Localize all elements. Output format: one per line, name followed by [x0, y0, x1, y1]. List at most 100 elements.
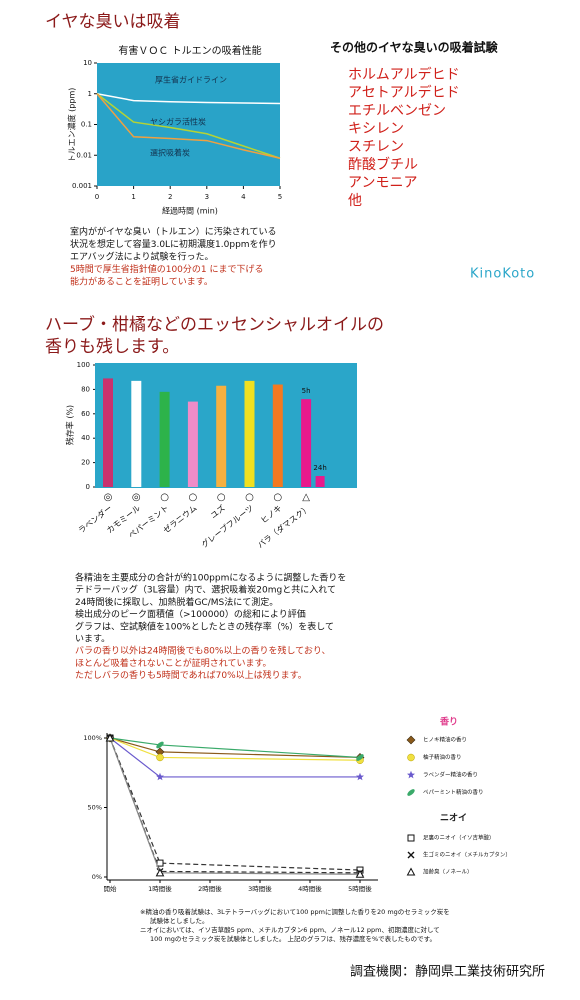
list-item: 他	[348, 193, 362, 209]
bar	[187, 401, 198, 487]
bar	[103, 378, 113, 487]
logo: KinoKoto	[470, 267, 535, 282]
symbol: ◎	[132, 492, 141, 503]
bar-annotation: 24h	[313, 464, 326, 472]
bar	[244, 380, 255, 487]
body-text: 各精油を主要成分の合計が約100ppmになるように調整した香りを	[75, 572, 346, 584]
bar	[159, 391, 170, 487]
x-tick-label: バラ（ダマスク）	[255, 503, 312, 550]
marker	[105, 733, 115, 742]
symbol: ◎	[104, 492, 113, 503]
x-tick-label: 開始	[104, 884, 118, 893]
legend-title: 香り	[439, 716, 458, 728]
legend-label: 足裏のニオイ（イソ吉草酸）	[423, 834, 495, 842]
highlight-text: ただしバラの香りも5時間であれば70%以上は残ります。	[75, 669, 307, 681]
marker	[356, 754, 364, 761]
series-line	[109, 737, 361, 871]
y-tick-label: 1	[88, 90, 92, 98]
y-tick-label: 60	[81, 410, 90, 418]
x-tick-label: 1	[131, 193, 135, 201]
marker	[155, 868, 165, 877]
x-tick-label: 5	[278, 193, 282, 201]
symbol: ○	[189, 492, 198, 503]
y-tick-label: 0	[86, 483, 90, 491]
x-tick-label: ヒノキ	[259, 503, 283, 525]
heading: イヤな臭いは吸着	[45, 12, 181, 32]
marker	[156, 859, 164, 867]
legend-label: 生ゴミのニオイ（メチルカプタン）	[423, 851, 511, 859]
series-label: 厚生省ガイドライン	[155, 75, 227, 85]
plot-background	[97, 63, 280, 186]
series-line	[96, 93, 281, 159]
x-tick-label: 1時間後	[148, 884, 172, 893]
legend-label: 加齢臭（ノネール）	[423, 868, 473, 876]
list-item: アンモニア	[348, 175, 417, 191]
heading: ハーブ・柑橘などのエッセンシャルオイルの	[45, 314, 384, 335]
y-tick-label: 0.01	[76, 151, 92, 159]
bar-annotation: 5h	[302, 387, 311, 395]
marker	[156, 753, 164, 762]
list-item: 酢酸ブチル	[348, 156, 418, 173]
y-tick-label: 0.001	[72, 182, 92, 190]
highlight-text: 能力があることを証明しています。	[70, 276, 213, 288]
body-text: 検出成分のピーク面積値（>100000）の総和により評価	[75, 608, 306, 620]
chart-title: 有害ＶＯＣ トルエンの吸着性能	[118, 44, 261, 57]
legend-marker	[407, 753, 415, 762]
y-tick-label: 100%	[83, 734, 102, 742]
x-tick-label: 4時間後	[298, 884, 322, 893]
list-title: その他のイヤな臭いの吸着試験	[330, 40, 499, 55]
series-label: 選択吸着炭	[150, 148, 190, 158]
body-text: テドラーバッグ（3L容量）内で、選択吸着炭20mgと共に入れて	[75, 584, 336, 596]
x-tick-label: 4	[241, 193, 246, 201]
heading: 香りも残します。	[45, 337, 179, 357]
legend-marker	[406, 735, 416, 745]
series-line	[96, 93, 281, 105]
x-tick-label: 2	[168, 193, 172, 201]
x-tick-label: 0	[95, 193, 99, 201]
highlight-text: 5時間で厚生省指針値の100分の1 にまで下げる	[70, 263, 264, 275]
legend-label: 柚子精油の香り	[423, 753, 462, 761]
legend-marker	[407, 834, 415, 842]
highlight-text: バラの香り以外は24時間後でも80%以上の香りを残しており、	[75, 645, 331, 657]
series-line	[96, 93, 281, 159]
footnote: ニオイにおいては、イソ吉草酸5 ppm、メチルカプタン6 ppm、ノネール12 …	[140, 925, 440, 934]
y-tick-label: 80	[81, 385, 90, 393]
bar	[272, 384, 283, 487]
x-tick-label: 3時間後	[248, 884, 272, 893]
series-line	[109, 737, 360, 778]
symbol: ○	[217, 492, 226, 503]
credit: 調査機関：静岡県工業技術研究所	[350, 964, 545, 980]
footnote: ※精油の香り吸着試験は、3Lテトラーバッグにおいて100 ppmに調整した香りを…	[140, 907, 450, 916]
y-tick-label: 50%	[88, 804, 102, 812]
legend-marker	[407, 770, 415, 779]
bar	[315, 476, 325, 487]
x-tick-label: グレープフルーツ	[199, 503, 255, 550]
y-tick-label: 20	[81, 459, 90, 467]
symbol: ○	[245, 492, 254, 503]
legend-marker	[407, 851, 415, 859]
legend-label: ヒノキ精油の香り	[423, 736, 467, 744]
body-text: グラフは、空試験値を100%としたときの残存率（%）を表して	[75, 620, 334, 632]
list-item: ホルムアルデヒド	[348, 66, 460, 83]
highlight-text: ほとんど吸着されないことが証明されています。	[75, 657, 272, 669]
x-tick-label: 5時間後	[348, 884, 372, 893]
body-text: エアバッグ法により試験を行った。	[70, 251, 213, 263]
legend-title: ニオイ	[440, 813, 467, 824]
bar	[131, 380, 142, 487]
x-tick-label: 2時間後	[198, 884, 222, 893]
legend-marker	[407, 789, 415, 796]
marker	[355, 869, 365, 878]
y-tick-label: 10	[83, 59, 92, 67]
body-text: います。	[75, 634, 110, 645]
body-text: 24時間後に採取し、加熱脱着GC/MS法にて測定。	[75, 596, 278, 608]
body-text: 状況を想定して容量3.0Lに初期濃度1.0ppmを作り	[70, 238, 277, 250]
series-line	[109, 737, 361, 874]
legend-marker	[406, 867, 416, 876]
y-axis-label: 残存率 (%)	[65, 405, 75, 445]
list-item: キシレン	[348, 121, 404, 137]
footnote: 100 mgのセラミック炭を試験体としました。 上記のグラフは、残存濃度を%で表…	[150, 934, 436, 943]
list-item: エチルベンゼン	[348, 103, 446, 119]
symbol: ○	[160, 492, 169, 503]
bar	[216, 385, 227, 487]
